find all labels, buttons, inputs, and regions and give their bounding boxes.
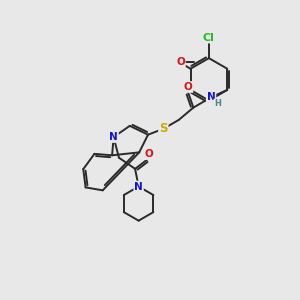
Text: O: O xyxy=(184,82,193,92)
Text: O: O xyxy=(145,149,153,159)
Text: N: N xyxy=(207,92,215,102)
Text: H: H xyxy=(214,99,221,108)
Text: Cl: Cl xyxy=(203,32,215,43)
Text: O: O xyxy=(176,57,185,67)
Text: N: N xyxy=(109,132,118,142)
Text: S: S xyxy=(159,122,168,135)
Text: N: N xyxy=(134,182,143,191)
